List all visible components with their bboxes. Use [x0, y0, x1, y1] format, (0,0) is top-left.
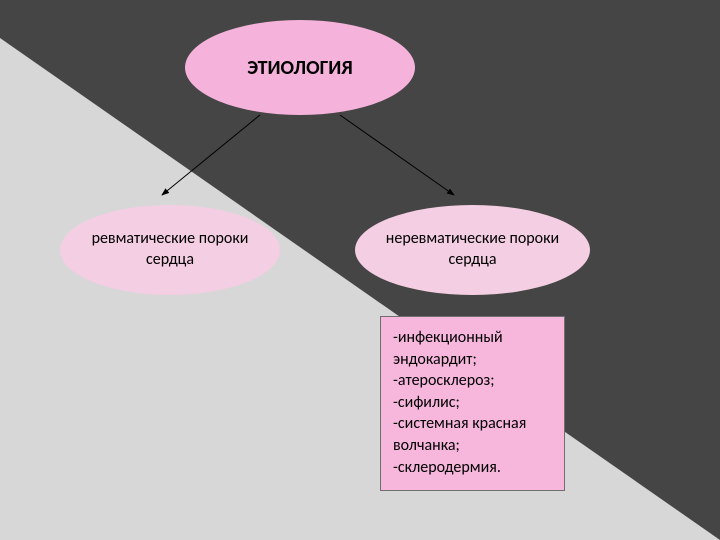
details-item: -сифилис; — [393, 392, 552, 414]
right-ellipse: неревматические пороки сердца — [355, 205, 590, 295]
root-ellipse: ЭТИОЛОГИЯ — [185, 20, 415, 115]
root-label: ЭТИОЛОГИЯ — [247, 56, 353, 80]
details-item: -атеросклероз; — [393, 370, 552, 392]
right-label: неревматические пороки сердца — [375, 229, 570, 271]
details-item: -склеродермия. — [393, 457, 552, 479]
left-ellipse: ревматические пороки сердца — [60, 205, 280, 295]
left-label: ревматические пороки сердца — [80, 229, 260, 271]
details-box: -инфекционный эндокардит;-атеросклероз;-… — [380, 316, 565, 491]
details-item: -инфекционный эндокардит; — [393, 327, 552, 370]
details-item: -системная красная волчанка; — [393, 413, 552, 456]
